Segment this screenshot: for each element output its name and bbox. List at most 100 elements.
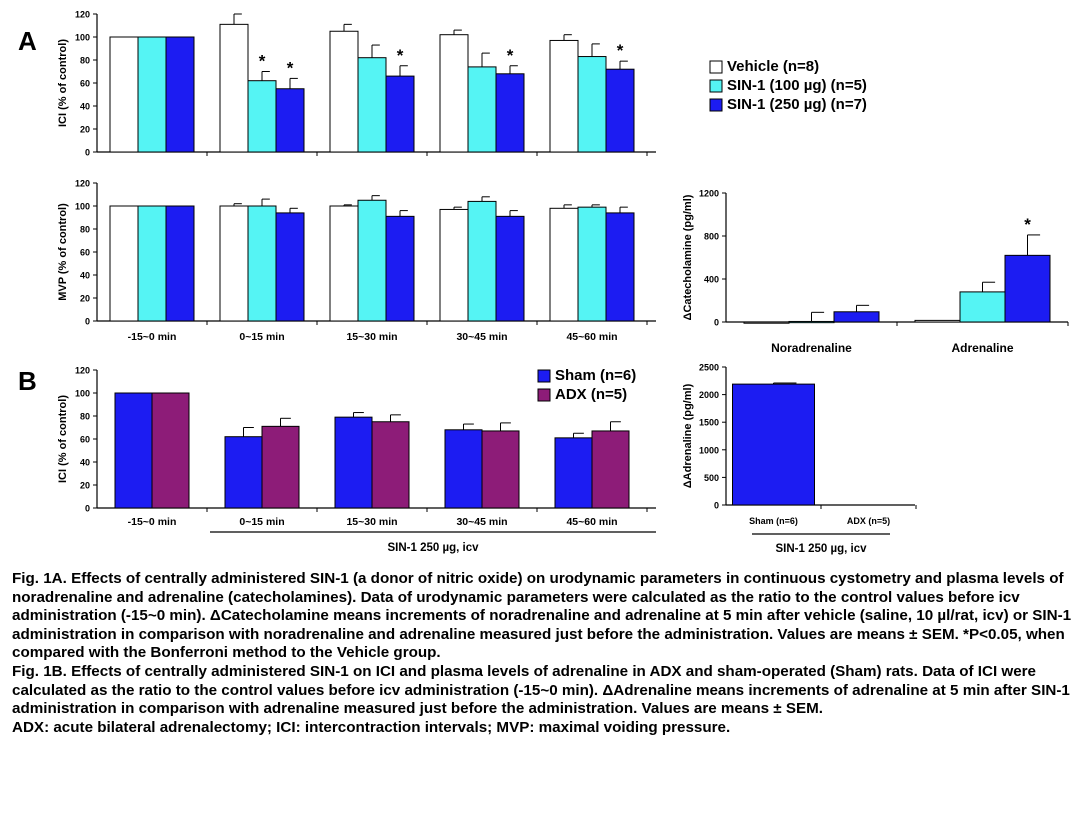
significance-mark: * <box>1024 215 1031 234</box>
bar <box>605 212 635 322</box>
x-tick-label: Sham (n=6) <box>749 516 798 526</box>
legend-swatch <box>709 79 723 93</box>
bar <box>549 39 579 153</box>
y-tick-label: 60 <box>80 435 90 445</box>
bar <box>605 68 635 153</box>
y-axis-label: MVP (% of control) <box>57 203 69 301</box>
bar <box>743 321 790 324</box>
y-tick-label: 120 <box>75 366 90 376</box>
y-axis-label: ICI (% of control) <box>57 39 69 127</box>
x-tick-label: 0~15 min <box>239 516 284 528</box>
chart-ici-b: 0 20 40 60 80 100 120 ICI (% of control) -15~0 m… <box>57 366 656 554</box>
bar <box>137 36 167 153</box>
bar <box>329 205 359 322</box>
bar <box>371 421 410 509</box>
legend-swatch <box>537 388 551 402</box>
panel-label-b: B <box>18 366 37 396</box>
bar <box>444 429 483 509</box>
bar <box>219 205 249 322</box>
bar <box>833 311 880 323</box>
legend-label: Sham (n=6) <box>555 367 636 384</box>
bar <box>554 437 593 509</box>
bar <box>788 320 835 324</box>
bar <box>275 212 305 322</box>
x-tick-label: 0~15 min <box>239 331 284 343</box>
bar <box>109 205 139 322</box>
y-tick-label: 2500 <box>699 363 719 373</box>
y-axis-label: ΔAdrenaline (pg/ml) <box>682 383 694 488</box>
bar <box>357 199 387 322</box>
x-tick-label: -15~0 min <box>128 516 177 528</box>
bar <box>219 23 249 153</box>
figure: A B Vehicle (n=8) SIN-1 (100 µg) (n=5) SIN… <box>18 10 1069 555</box>
bar <box>439 34 469 153</box>
y-tick-label: 100 <box>75 202 90 212</box>
bar <box>334 416 373 509</box>
treatment-label: SIN-1 250 µg, icv <box>387 542 479 554</box>
significance-mark: * <box>617 41 624 60</box>
y-tick-label: 0 <box>714 318 719 328</box>
y-axis-label: ΔCatecholamine (pg/ml) <box>682 194 694 320</box>
bar <box>165 205 195 322</box>
bar <box>385 215 415 322</box>
bar <box>1004 254 1051 323</box>
significance-mark: * <box>507 46 514 65</box>
bar <box>577 56 607 153</box>
bar <box>495 215 525 322</box>
bar <box>224 436 263 509</box>
y-tick-label: 100 <box>75 33 90 43</box>
x-tick-label: 15~30 min <box>346 516 397 528</box>
legend-label: ADX (n=5) <box>555 386 627 403</box>
bar <box>495 73 525 153</box>
y-tick-label: 80 <box>80 225 90 235</box>
treatment-label: SIN-1 250 µg, icv <box>775 543 867 555</box>
legend-label: SIN-1 (250 µg) (n=7) <box>727 96 867 113</box>
legend-a: Vehicle (n=8) SIN-1 (100 µg) (n=5) SIN-1 (… <box>709 58 867 113</box>
bar <box>109 36 139 153</box>
legend-label: SIN-1 (100 µg) (n=5) <box>727 77 867 94</box>
y-tick-label: 1500 <box>699 418 719 428</box>
y-tick-label: 500 <box>704 473 719 483</box>
y-tick-label: 80 <box>80 412 90 422</box>
caption-fig-1a: Fig. 1A. Effects of centrally administer… <box>12 570 1074 663</box>
bar <box>247 205 277 322</box>
bar <box>549 207 579 322</box>
y-axis-label: ICI (% of control) <box>57 395 69 483</box>
x-tick-label: -15~0 min <box>128 331 177 343</box>
bar <box>247 80 277 153</box>
y-tick-label: 0 <box>85 504 90 514</box>
y-tick-label: 20 <box>80 125 90 135</box>
bar <box>481 430 520 509</box>
legend-swatch <box>709 98 723 112</box>
y-tick-label: 100 <box>75 389 90 399</box>
significance-mark: * <box>259 52 266 71</box>
bar <box>151 392 190 509</box>
chart-adrenaline-b: 0 500 1000 1500 2000 2500 ΔAdrenaline (pg/ml) S… <box>682 363 917 555</box>
x-tick-label: Noradrenaline <box>771 341 852 355</box>
legend-swatch <box>537 369 551 383</box>
y-tick-label: 120 <box>75 179 90 189</box>
figure-caption: Fig. 1A. Effects of centrally administer… <box>12 570 1074 737</box>
bar <box>959 291 1006 323</box>
bar <box>385 75 415 153</box>
significance-mark: * <box>287 58 294 77</box>
y-tick-label: 60 <box>80 248 90 258</box>
bar <box>467 66 497 153</box>
legend-b: Sham (n=6) ADX (n=5) <box>537 367 636 403</box>
bar <box>914 319 961 323</box>
bar <box>577 206 607 322</box>
y-tick-label: 0 <box>85 148 90 158</box>
panel-label-a: A <box>18 26 37 56</box>
caption-abbreviations: ADX: acute bilateral adrenalectomy; ICI:… <box>12 718 731 736</box>
bar <box>591 430 630 509</box>
chart-mvp-a: 0 20 40 60 80 100 120 MVP (% of control) -15~0 m… <box>57 179 656 343</box>
y-tick-label: 1200 <box>699 189 719 199</box>
significance-mark: * <box>397 46 404 65</box>
legend-swatch <box>709 60 723 74</box>
x-tick-label: Adrenaline <box>951 341 1013 355</box>
caption-fig-1b: Fig. 1B. Effects of centrally administer… <box>12 662 1070 718</box>
y-tick-label: 1000 <box>699 445 719 455</box>
y-tick-label: 120 <box>75 10 90 20</box>
caption-fig-1a-text: Fig. 1A. Effects of centrally administer… <box>12 570 1072 643</box>
y-tick-label: 40 <box>80 271 90 281</box>
